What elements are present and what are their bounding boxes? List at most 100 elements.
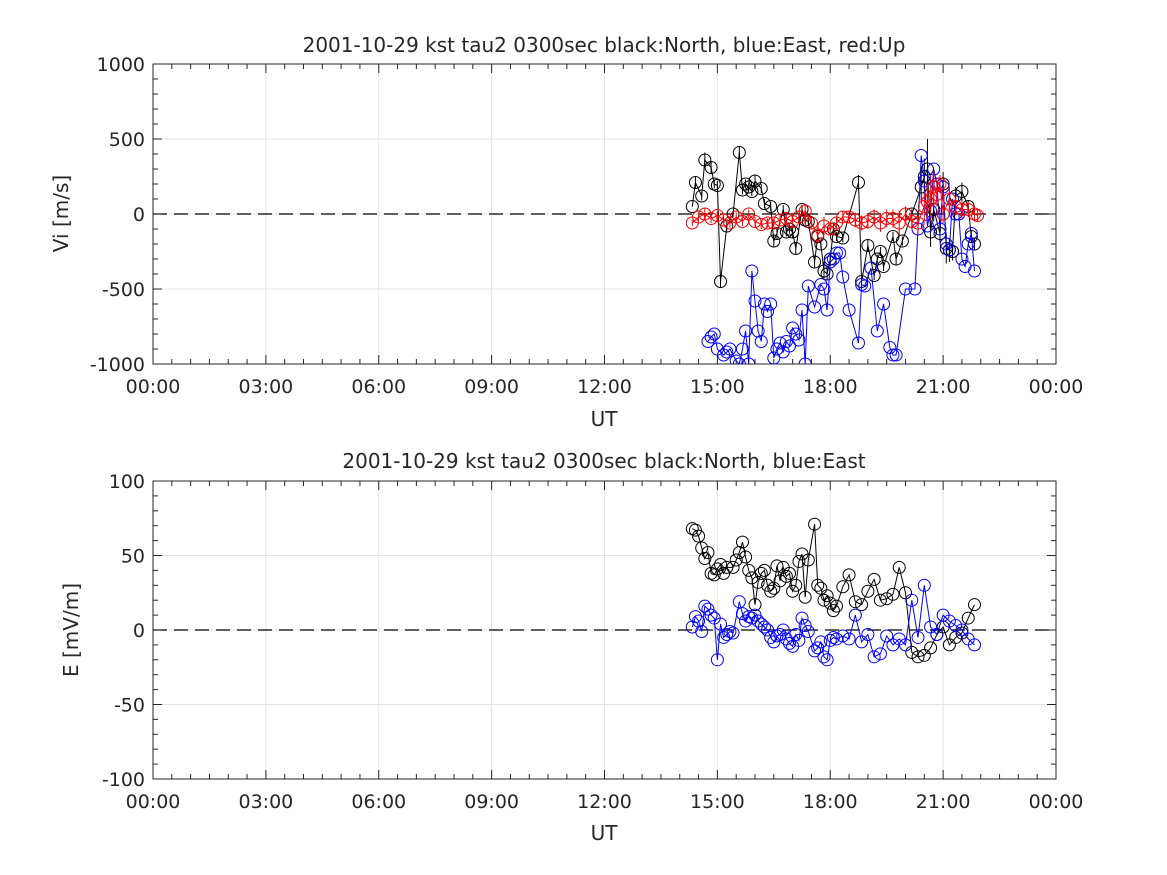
velocity-series-3-point <box>773 213 787 227</box>
velocity-series-2-point <box>739 324 753 338</box>
electric-field-series-1-point <box>811 578 825 592</box>
electric-field-series-2-point <box>820 653 834 667</box>
electric-field-series-1-point <box>735 535 749 549</box>
electric-field-series-2-point <box>798 619 812 633</box>
velocity-series-2-point <box>817 282 831 296</box>
velocity-x-axis-label: UT <box>591 407 619 431</box>
electric-field-series-1-point <box>823 596 837 610</box>
electric-field-x-tick-label: 00:00 <box>126 791 181 813</box>
velocity-series-1-point <box>685 200 699 213</box>
velocity-series-3-point <box>817 219 831 233</box>
electric-field-series-2-point <box>726 626 740 640</box>
velocity-series-2-point <box>870 324 884 338</box>
velocity-series-1-point <box>754 182 768 195</box>
electric-field-data-group <box>685 517 981 667</box>
velocity-series-3-point <box>955 203 969 216</box>
velocity-series-2-point <box>877 297 891 311</box>
velocity-series-1-point <box>955 185 969 198</box>
velocity-series-1-line <box>691 152 975 282</box>
electric-field-chart-title: 2001-10-29 kst tau2 0300sec black:North,… <box>342 449 865 473</box>
velocity-series-2-point <box>961 237 975 251</box>
velocity-series-2-point <box>836 270 850 284</box>
velocity-series-2-point <box>933 222 947 236</box>
electric-field-series-2-point <box>688 610 702 624</box>
electric-field-series-1-point <box>757 563 771 577</box>
electric-field-series-2-point <box>930 627 944 641</box>
velocity-series-2-point <box>773 336 787 350</box>
electric-field-series-2-point <box>905 593 919 607</box>
electric-field-x-tick-label: 21:00 <box>916 791 971 813</box>
electric-field-series-2-point <box>761 623 775 637</box>
velocity-y-tick-label: -500 <box>102 279 145 301</box>
electric-field-y-tick-label: 0 <box>133 620 145 642</box>
electric-field-series-2-point <box>795 611 809 625</box>
electric-field-series-1-point <box>770 559 784 573</box>
velocity-series-3-point <box>967 207 981 221</box>
velocity-series-2-point <box>723 342 737 356</box>
velocity-series-2-point <box>899 282 912 296</box>
electric-field-series-2-point <box>867 650 881 664</box>
velocity-series-2-point <box>770 342 784 356</box>
electric-field-series-1-point <box>855 598 869 612</box>
electric-field-series-1-point <box>748 598 762 612</box>
velocity-series-2-point <box>748 294 762 308</box>
electric-field-series-2-point <box>789 627 803 641</box>
electric-field-x-tick-label: 09:00 <box>464 791 519 813</box>
velocity-series-1-point <box>695 189 709 203</box>
velocity-series-3-point <box>811 228 825 242</box>
velocity-series-1-point <box>757 197 771 210</box>
electric-field-series-2-point <box>826 630 840 644</box>
velocity-series-3-point <box>930 188 944 201</box>
electric-field-series-2-point <box>704 608 718 622</box>
velocity-series-2-point <box>735 342 749 356</box>
velocity-series-2-point <box>757 297 771 311</box>
velocity-series-1-point <box>873 245 887 258</box>
velocity-x-tick-label: 18:00 <box>803 376 858 398</box>
velocity-series-3-point <box>779 212 793 225</box>
velocity-series-1-point <box>861 239 875 252</box>
velocity-series-1-point <box>707 177 721 191</box>
velocity-series-1-point <box>924 225 938 239</box>
electric-field-series-1-point <box>692 529 706 543</box>
velocity-series-3-point <box>905 215 919 228</box>
electric-field-series-1-point <box>792 554 806 568</box>
electric-field-series-1-point <box>729 553 743 567</box>
electric-field-series-2-point <box>714 617 728 631</box>
electric-field-series-1-point <box>698 551 712 565</box>
electric-field-series-2-point <box>880 629 894 643</box>
velocity-series-1-point <box>895 234 909 248</box>
electric-field-series-1-point <box>707 568 721 582</box>
velocity-series-2-point <box>967 264 981 278</box>
electric-field-series-1-point <box>886 587 900 601</box>
velocity-x-tick-label: 06:00 <box>351 376 406 398</box>
velocity-series-3-point <box>855 216 869 230</box>
velocity-series-3-point <box>761 216 775 230</box>
electric-field-series-2-point <box>701 602 715 616</box>
electric-field-series-2-point <box>695 624 709 638</box>
electric-field-series-1-point <box>961 611 975 625</box>
velocity-y-axis-label: Vi [m/s] <box>49 175 73 252</box>
velocity-x-tick-label: 00:00 <box>1029 376 1084 398</box>
velocity-series-2-point <box>720 345 734 359</box>
electric-field-series-1-point <box>754 566 768 580</box>
electric-field-series-2-point <box>732 595 746 609</box>
electric-field-series-1-point <box>820 589 834 603</box>
velocity-series-1-point <box>789 242 803 255</box>
electric-field-series-2-point <box>817 650 831 664</box>
electric-field-series-1-point <box>848 595 862 609</box>
electric-field-series-2-point <box>723 624 737 638</box>
electric-field-series-1-point <box>873 593 887 607</box>
velocity-series-1-point <box>745 185 759 198</box>
electric-field-series-2-point <box>720 627 734 641</box>
electric-field-series-1-point <box>782 566 796 580</box>
electric-field-series-1-point <box>717 566 731 580</box>
electric-field-x-tick-label: 06:00 <box>351 791 406 813</box>
velocity-series-1-point <box>764 200 778 213</box>
velocity-series-3-point <box>892 216 906 230</box>
electric-field-series-1-point <box>742 563 756 577</box>
velocity-series-1-point <box>795 203 809 216</box>
electric-field-series-2-point <box>698 599 712 613</box>
velocity-series-3-point <box>880 212 894 225</box>
velocity-series-3-point <box>936 207 950 221</box>
